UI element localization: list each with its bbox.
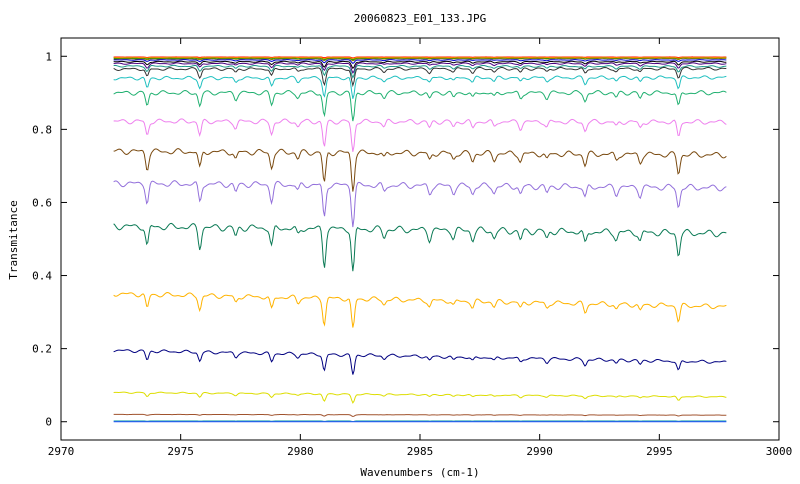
series-line-10 [113, 89, 727, 122]
x-tick-label: 2970 [48, 445, 75, 458]
series-line-18 [113, 413, 727, 418]
series-line-3 [113, 57, 727, 62]
y-tick-label: 0.8 [32, 123, 52, 136]
x-axis-ticks: 2970 2975 2980 2985 2990 2995 3000 [48, 38, 793, 458]
series-line-9 [113, 75, 727, 99]
series-line-11 [113, 118, 727, 152]
chart-title: 20060823_E01_133.JPG [354, 12, 486, 25]
series-line-16 [113, 349, 727, 375]
series-line-2 [113, 56, 727, 60]
series-line-17 [113, 391, 727, 404]
series-line-6 [113, 62, 727, 74]
series-line-12 [113, 148, 727, 192]
series-line-4 [113, 59, 727, 65]
series-line-19 [113, 420, 727, 422]
y-tick-label: 0.2 [32, 343, 52, 356]
series-line-14 [113, 222, 727, 272]
y-axis-label: Transmitance [7, 200, 20, 279]
x-axis-label: Wavenumbers (cm-1) [360, 466, 479, 479]
x-tick-label: 2990 [526, 445, 553, 458]
y-tick-label: 0.4 [32, 270, 52, 283]
series-line-5 [113, 60, 727, 70]
x-tick-label: 3000 [766, 445, 793, 458]
plot-series [113, 56, 727, 423]
x-tick-label: 2980 [287, 445, 314, 458]
series-line-13 [113, 180, 727, 228]
series-line-8 [113, 66, 727, 88]
y-axis-ticks: 0 0.2 0.4 0.6 0.8 1 [32, 50, 779, 429]
y-tick-label: 1 [45, 50, 52, 63]
y-tick-label: 0.6 [32, 196, 52, 209]
x-tick-label: 2985 [407, 445, 434, 458]
x-tick-label: 2995 [646, 445, 673, 458]
x-tick-label: 2975 [167, 445, 194, 458]
series-line-7 [113, 64, 727, 79]
series-line-15 [113, 292, 727, 328]
y-tick-label: 0 [45, 416, 52, 429]
